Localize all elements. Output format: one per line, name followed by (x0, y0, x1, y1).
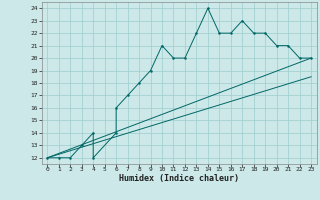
X-axis label: Humidex (Indice chaleur): Humidex (Indice chaleur) (119, 174, 239, 183)
